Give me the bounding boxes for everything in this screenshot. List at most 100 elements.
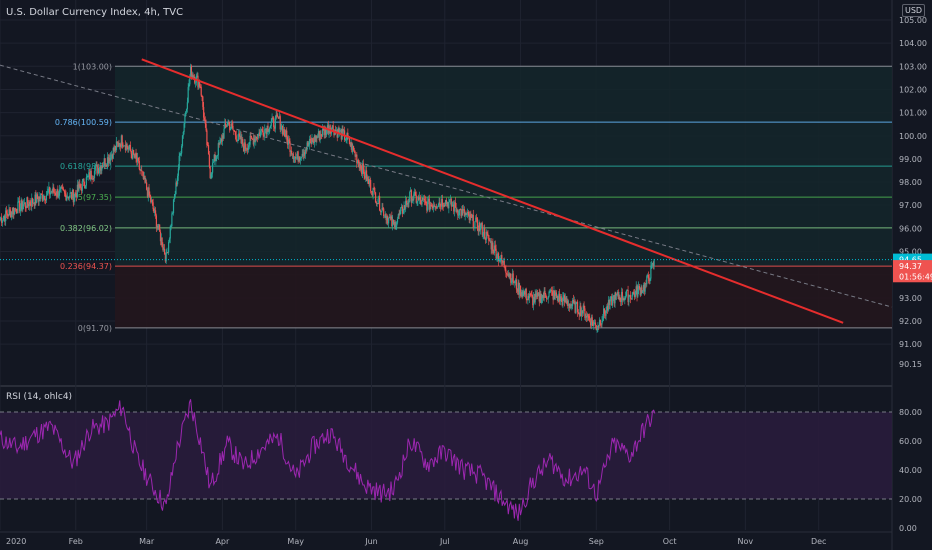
candle-body (563, 295, 565, 297)
candle-body (649, 278, 651, 282)
candle-body (360, 164, 362, 170)
candle-body (198, 82, 200, 88)
candle-body (370, 191, 373, 193)
candle-body (131, 153, 133, 159)
candle-body (284, 134, 286, 138)
candle-body (397, 214, 399, 219)
candle-body (484, 228, 486, 239)
time-axis-tick: Dec (811, 537, 826, 546)
candle-body (256, 136, 258, 139)
time-axis-tick: Mar (139, 537, 155, 546)
candle-body (581, 310, 584, 314)
candle-body (278, 116, 281, 119)
candle-body (558, 293, 560, 302)
candle-body (299, 158, 302, 160)
candle-body (493, 251, 495, 253)
candle-body (267, 125, 269, 132)
candle-body (194, 82, 197, 84)
candle-body (405, 200, 408, 206)
candle-body (156, 226, 158, 228)
candle-body (306, 142, 308, 150)
candle-body (15, 208, 17, 213)
candle-body (64, 192, 66, 194)
candle-body (339, 130, 342, 132)
candle-body (487, 233, 489, 236)
candle-body (176, 175, 179, 185)
candle-body (556, 296, 558, 298)
candle-body (27, 197, 29, 204)
candle-body (228, 122, 230, 124)
candle-body (471, 216, 473, 218)
candle-body (438, 202, 440, 206)
candle-body (36, 194, 38, 204)
candle-body (385, 214, 387, 221)
candle-body (380, 210, 382, 212)
candle-body (424, 200, 426, 202)
candle-body (44, 195, 46, 201)
candle-body (248, 144, 250, 146)
candle-body (608, 299, 610, 305)
candle-body (472, 214, 474, 229)
candle-body (174, 193, 176, 198)
candle-body (234, 131, 236, 133)
candle-body (475, 217, 477, 222)
candle-body (286, 130, 288, 138)
rsi-line (0, 399, 656, 521)
price-axis-tick: 90.15 (899, 360, 922, 369)
candle-body (420, 200, 422, 205)
candle-body (629, 295, 631, 297)
currency-badge[interactable]: USD (902, 4, 926, 17)
candle-body (231, 123, 233, 127)
candle-body (0, 219, 1, 221)
candle-body (321, 134, 323, 137)
candle-body (247, 148, 249, 150)
candle-body (414, 191, 417, 196)
candle-body (576, 301, 579, 313)
candle-body (242, 139, 244, 146)
candle-body (187, 87, 189, 103)
candle-body (554, 290, 556, 296)
candle-body (374, 192, 377, 203)
candle-body (347, 132, 349, 138)
candle-body (67, 196, 69, 198)
candle-body (3, 216, 5, 218)
candle-body (371, 192, 373, 196)
candle-body (387, 216, 389, 224)
candle-body (607, 299, 610, 311)
candle-body (287, 139, 289, 145)
candle-body (464, 213, 466, 217)
candle-body (7, 215, 9, 217)
candle-body (227, 122, 229, 124)
candle-body (23, 204, 25, 207)
candle-body (620, 291, 623, 302)
candle-body (527, 296, 529, 300)
candle-body (639, 288, 641, 296)
candle-body (319, 134, 321, 141)
candle-body (129, 145, 131, 152)
candle-body (234, 131, 237, 136)
candle-body (606, 305, 608, 311)
candle-body (179, 153, 181, 156)
candle-body (427, 198, 430, 202)
candle-body (630, 298, 632, 300)
candle-body (535, 293, 537, 298)
candle-body (212, 161, 215, 163)
candle-body (79, 184, 81, 187)
candle-body (622, 298, 624, 301)
candle-body (245, 148, 247, 150)
candle-body (10, 211, 13, 218)
candle-body (244, 142, 246, 149)
candle-body (35, 194, 37, 204)
candle-body (127, 147, 129, 150)
candle-body (5, 210, 7, 222)
candle-body (575, 303, 577, 313)
candle-body (214, 154, 216, 162)
candle-body (1, 220, 4, 223)
candle-body (411, 199, 413, 203)
candle-body (376, 203, 378, 205)
candle-body (233, 130, 235, 132)
candle-body (499, 259, 501, 261)
candle-body (120, 135, 122, 147)
